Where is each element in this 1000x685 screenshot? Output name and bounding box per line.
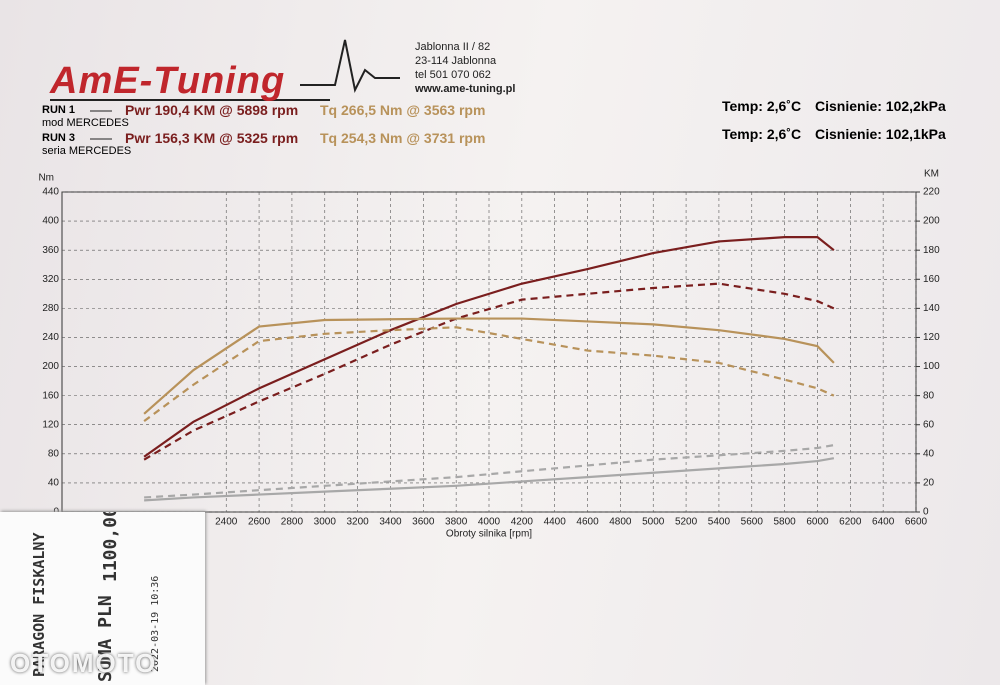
y-tick-label: 440 — [42, 187, 59, 198]
y-axis-label: Nm — [38, 173, 54, 184]
x-tick-label: 4000 — [478, 517, 501, 528]
x-tick-label: 2800 — [281, 517, 304, 528]
x-tick-label: 5400 — [708, 517, 731, 528]
run-note: mod MERCEDES — [42, 117, 129, 129]
run-temp: Temp: 2,6˚C — [722, 126, 802, 142]
run-label: RUN 3 — [42, 132, 76, 144]
y2-tick-label: 0 — [923, 507, 929, 518]
x-tick-label: 4800 — [609, 517, 632, 528]
x-tick-label: 3000 — [314, 517, 337, 528]
run-note: seria MERCEDES — [42, 145, 132, 157]
y-tick-label: 320 — [42, 274, 59, 285]
y2-tick-label: 140 — [923, 303, 940, 314]
x-tick-label: 2600 — [248, 517, 271, 528]
run-torque: Tq 254,3 Nm @ 3731 rpm — [320, 130, 486, 146]
series-line — [144, 444, 835, 499]
series-line — [143, 317, 835, 415]
run-pressure: Cisnienie: 102,2kPa — [815, 98, 946, 114]
x-tick-label: 6400 — [872, 517, 895, 528]
run-label: RUN 1 — [42, 104, 76, 116]
y-tick-label: 80 — [48, 448, 60, 459]
logo: AmE-Tuning — [50, 60, 286, 102]
x-tick-label: 5000 — [642, 517, 665, 528]
x-tick-label: 3200 — [346, 517, 369, 528]
y2-tick-label: 40 — [923, 448, 935, 459]
address-line: 23-114 Jablonna — [415, 55, 497, 67]
y2-tick-label: 200 — [923, 216, 940, 227]
x-tick-label: 3800 — [445, 517, 468, 528]
x-tick-label: 4200 — [511, 517, 534, 528]
y2-tick-label: 80 — [923, 390, 935, 401]
y-tick-label: 360 — [42, 245, 59, 256]
y-tick-label: 200 — [42, 361, 59, 372]
y-tick-label: 280 — [42, 303, 59, 314]
receipt-line: 1100,00 — [100, 512, 121, 582]
address: Jablonna II / 82 23-114 Jablonna tel 501… — [415, 40, 515, 96]
x-tick-label: 5200 — [675, 517, 698, 528]
logo-line — [50, 39, 400, 101]
address-line: www.ame-tuning.pl — [415, 83, 516, 95]
y-tick-label: 160 — [42, 390, 59, 401]
run-pressure: Cisnienie: 102,1kPa — [815, 126, 946, 142]
x-axis-label: Obroty silnika [rpm] — [446, 529, 532, 540]
run-power: Pwr 190,4 KM @ 5898 rpm — [125, 102, 299, 118]
y-tick-label: 120 — [42, 419, 59, 430]
run-temp: Temp: 2,6˚C — [722, 98, 802, 114]
series-line — [143, 282, 835, 461]
x-tick-label: 4600 — [576, 517, 599, 528]
x-tick-label: 5800 — [773, 517, 796, 528]
y2-tick-label: 60 — [923, 419, 935, 430]
y2-tick-label: 160 — [923, 274, 940, 285]
y2-axis-label: KM — [924, 169, 939, 180]
run-power: Pwr 156,3 KM @ 5325 rpm — [125, 130, 299, 146]
x-tick-label: 5600 — [741, 517, 764, 528]
receipt: PARAGON FISKALNY SUMA PLN 1100,00 2022-0… — [0, 512, 205, 685]
x-tick-label: 6200 — [839, 517, 862, 528]
x-tick-label: 2400 — [215, 517, 238, 528]
y2-tick-label: 220 — [923, 187, 940, 198]
address-line: Jablonna II / 82 — [415, 41, 491, 53]
y-tick-label: 400 — [42, 216, 59, 227]
y2-tick-label: 180 — [923, 245, 940, 256]
x-tick-label: 6600 — [905, 517, 928, 528]
y-tick-label: 40 — [48, 478, 60, 489]
x-tick-label: 3600 — [412, 517, 435, 528]
series-line — [143, 235, 835, 458]
address-line: tel 501 070 062 — [415, 69, 491, 81]
y2-tick-label: 120 — [923, 332, 940, 343]
y2-tick-label: 100 — [923, 361, 940, 372]
x-tick-label: 6000 — [806, 517, 829, 528]
watermark: OTOMOTO — [10, 648, 158, 678]
x-tick-label: 4400 — [544, 517, 567, 528]
y-tick-label: 240 — [42, 332, 59, 343]
run-torque: Tq 266,5 Nm @ 3563 rpm — [320, 102, 486, 118]
series-line — [144, 457, 835, 502]
x-tick-label: 3400 — [379, 517, 402, 528]
y2-tick-label: 20 — [923, 478, 935, 489]
